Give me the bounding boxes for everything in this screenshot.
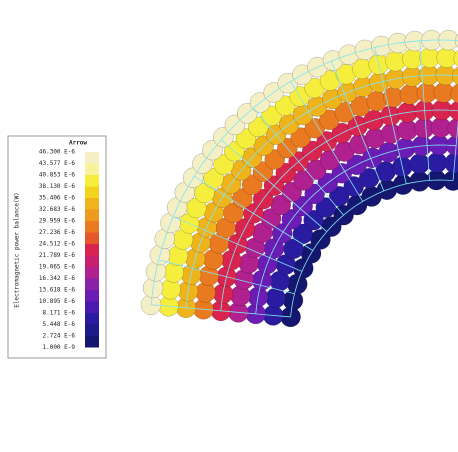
- legend-swatch: [85, 221, 99, 233]
- sphere: [161, 279, 181, 299]
- sphere: [427, 153, 447, 173]
- legend-label: 21.789 E-6: [39, 252, 76, 259]
- legend-swatch: [85, 152, 99, 164]
- legend-swatch: [85, 244, 99, 256]
- legend-swatch: [85, 279, 99, 291]
- legend-swatch: [85, 302, 99, 314]
- legend-label: 1.000 E-9: [42, 344, 75, 351]
- sphere: [385, 51, 405, 71]
- legend-label: 16.342 E-6: [39, 275, 76, 282]
- legend-label: 32.683 E-6: [39, 206, 76, 213]
- legend-swatch: [85, 313, 99, 325]
- legend-label: 2.724 E-6: [42, 333, 75, 340]
- legend-swatch: [85, 325, 99, 337]
- legend-label: 5.448 E-6: [42, 321, 75, 328]
- legend-swatch: [85, 175, 99, 187]
- legend-label: 38.130 E-6: [39, 183, 76, 190]
- legend-label: 43.577 E-6: [39, 160, 76, 167]
- legend-swatch: [85, 233, 99, 245]
- legend-swatch: [85, 210, 99, 222]
- legend-label: 40.853 E-6: [39, 172, 76, 179]
- legend-swatch: [85, 198, 99, 210]
- legend-label: 10.895 E-6: [39, 298, 76, 305]
- legend-swatch: [85, 267, 99, 279]
- scene: Arrow Electromagnetic power balance(W) 4…: [0, 0, 458, 452]
- legend-label: 29.959 E-6: [39, 218, 76, 225]
- legend-axis-label: Electromagnetic power balance(W): [14, 192, 21, 308]
- model-render: [141, 30, 458, 327]
- legend-label: 13.618 E-6: [39, 287, 76, 294]
- legend-label: 19.065 E-6: [39, 264, 76, 271]
- legend-swatch: [85, 187, 99, 199]
- legend-label: 46.300 E-6: [39, 149, 76, 156]
- legend-label: 35.406 E-6: [39, 195, 76, 202]
- screen: Arrow Electromagnetic power balance(W) 4…: [0, 0, 458, 452]
- legend-swatch: [85, 290, 99, 302]
- legend-label: 8.171 E-6: [42, 310, 75, 317]
- legend-title: Arrow: [69, 140, 87, 147]
- sphere: [445, 153, 458, 173]
- legend-swatch: [85, 256, 99, 268]
- sphere: [448, 118, 458, 138]
- legend-swatch: [85, 164, 99, 176]
- legend-label: 27.236 E-6: [39, 229, 76, 236]
- sphere: [410, 154, 430, 174]
- legend-swatch: [85, 336, 99, 348]
- legend-label: 24.512 E-6: [39, 241, 76, 248]
